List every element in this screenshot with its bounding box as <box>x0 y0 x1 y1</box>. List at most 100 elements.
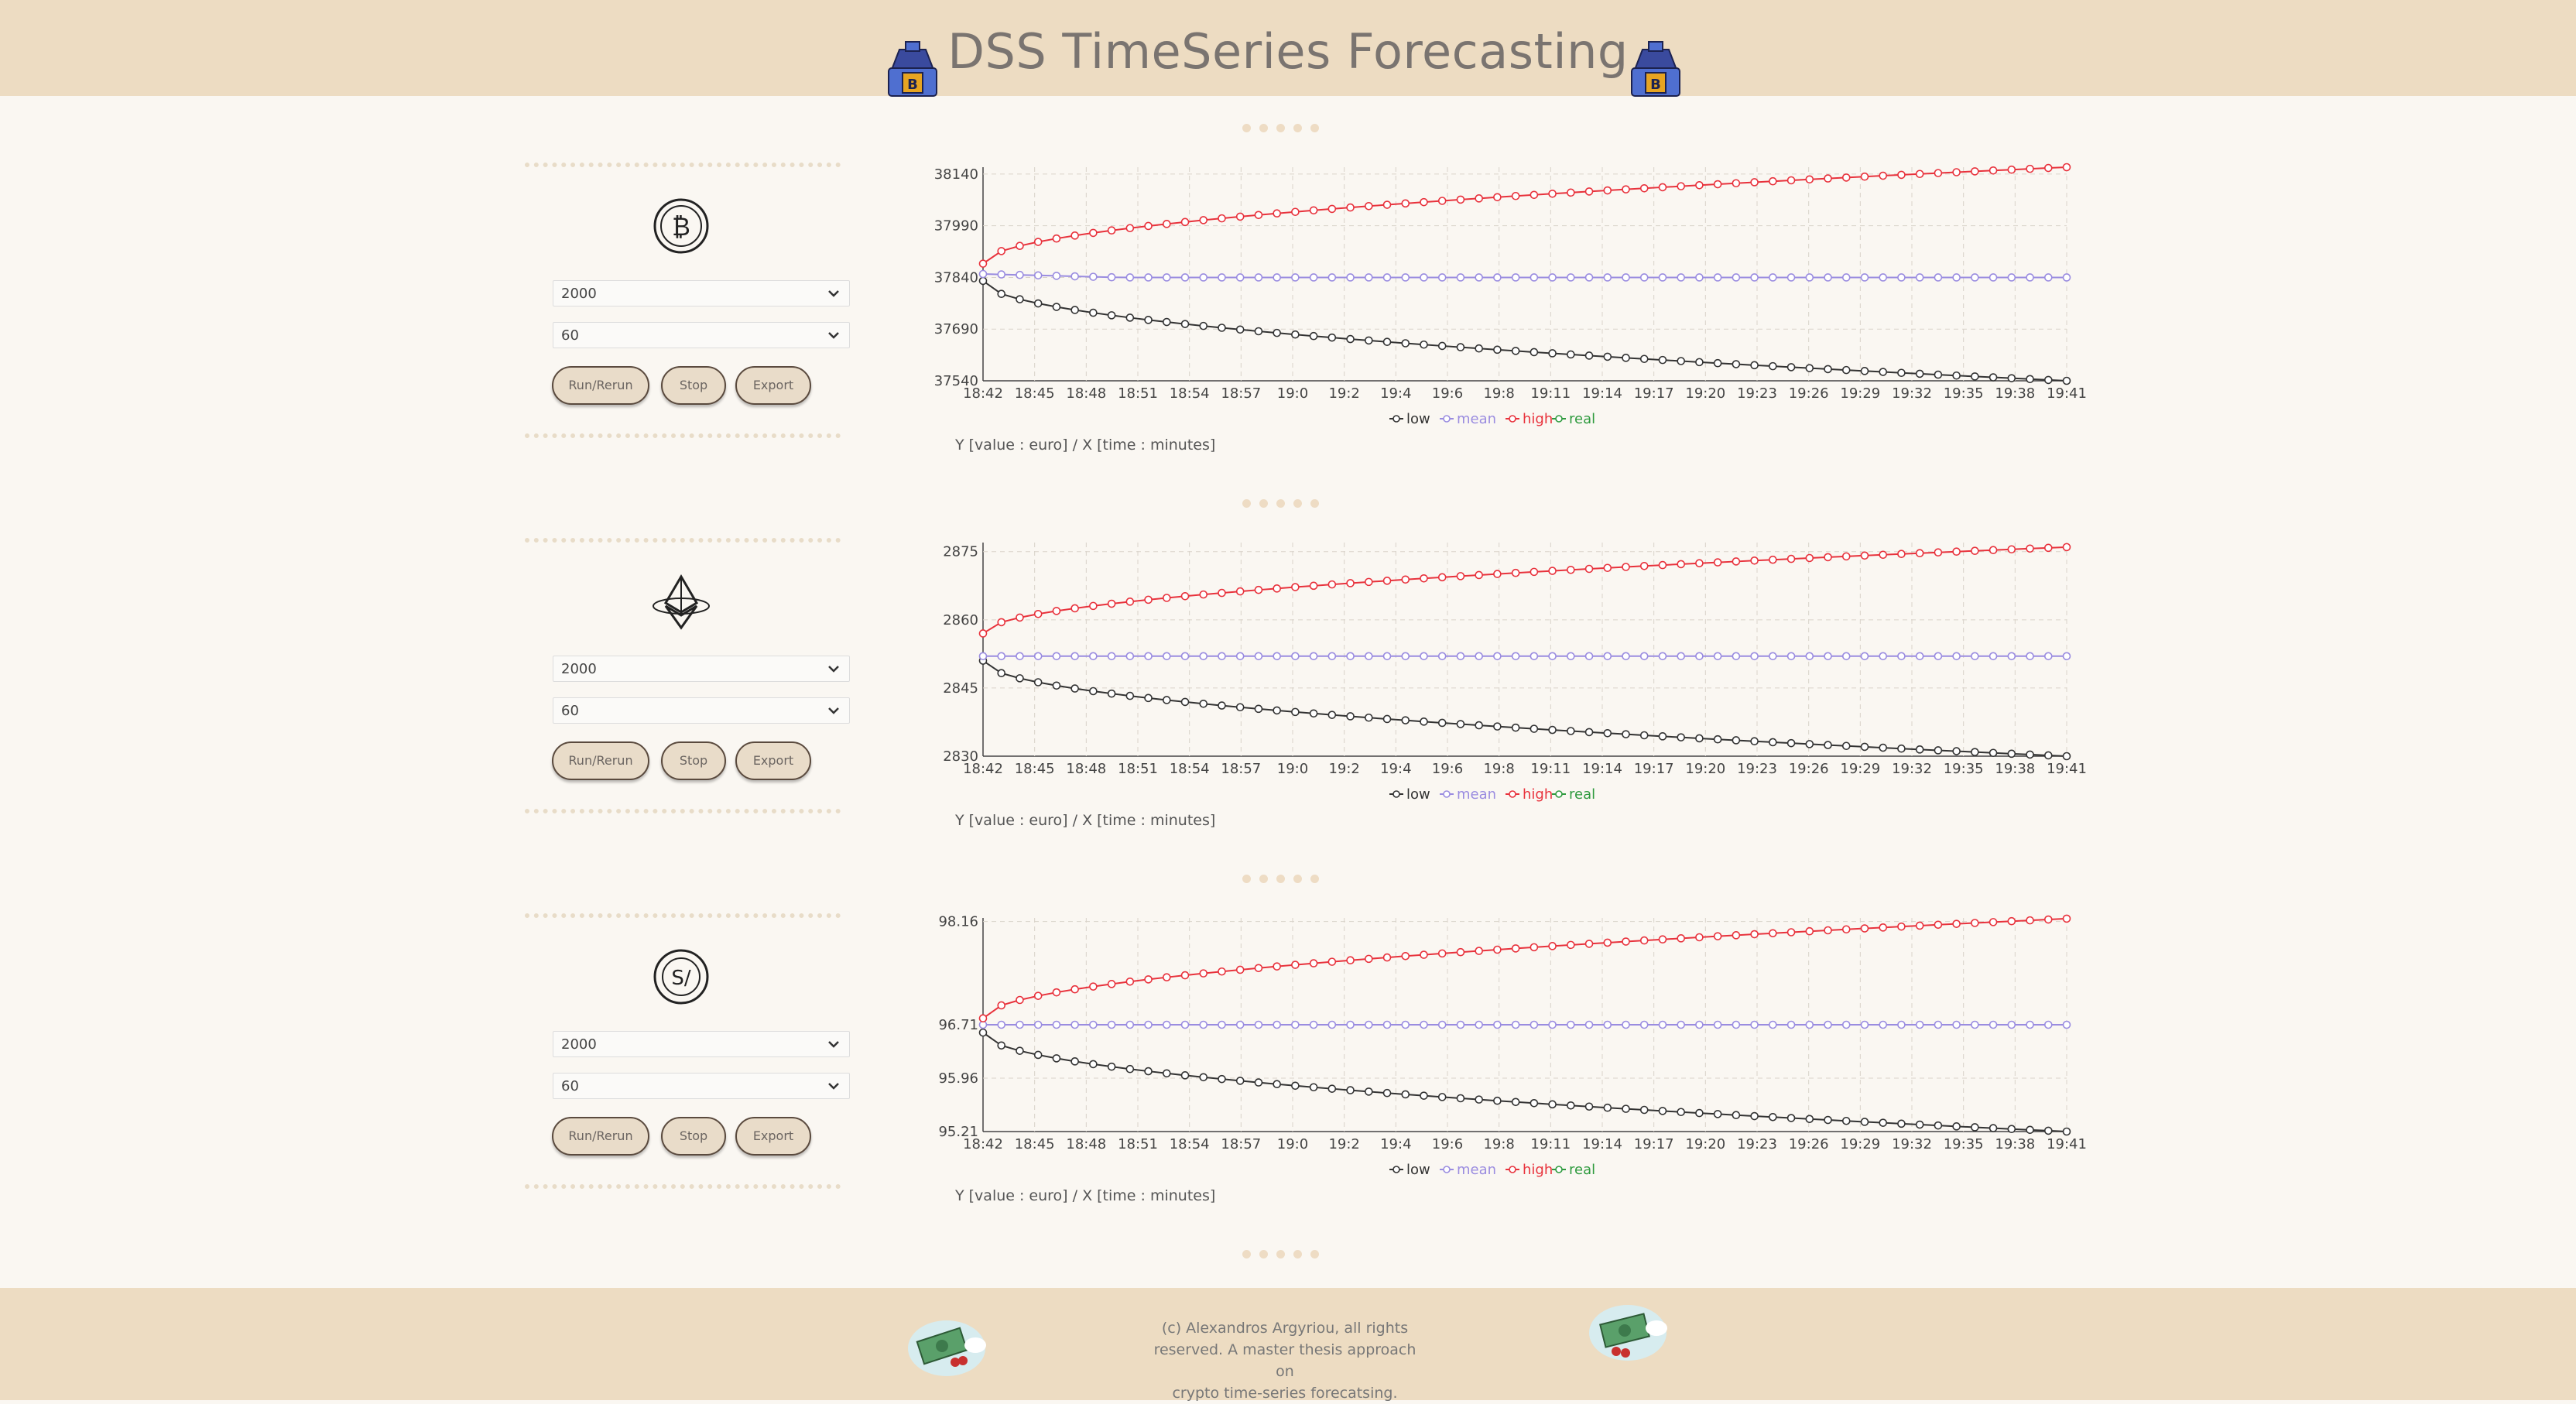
data-point-high <box>1456 195 1465 204</box>
data-point-mean <box>1235 652 1245 661</box>
export-button[interactable]: Export <box>735 366 811 405</box>
interval-select[interactable]: 60 <box>553 1073 850 1099</box>
data-point-mean <box>1989 1020 1998 1029</box>
svg-text:₿: ₿ <box>672 212 690 241</box>
data-point-low <box>1144 316 1153 324</box>
data-point-low <box>1860 742 1869 752</box>
section-divider-dots <box>1242 124 1327 135</box>
data-point-mean <box>1732 1020 1741 1029</box>
data-point-mean <box>1420 273 1428 282</box>
x-tick-label: 18:42 <box>963 761 1003 777</box>
data-point-low <box>1033 299 1043 308</box>
data-point-low <box>1125 1064 1135 1074</box>
data-point-low <box>2062 1127 2071 1136</box>
data-point-high <box>2062 163 2071 172</box>
run-rerun-button[interactable]: Run/Rerun <box>552 741 649 780</box>
data-point-mean <box>1218 273 1226 282</box>
section-divider-dots <box>1242 875 1327 885</box>
data-point-high <box>1989 166 1998 175</box>
legend-item-low: low <box>1389 786 1430 803</box>
data-point-low <box>1603 728 1612 738</box>
data-point-high <box>1309 581 1318 591</box>
data-point-low <box>1989 1124 1998 1132</box>
data-point-mean <box>1199 652 1208 661</box>
stop-button[interactable]: Stop <box>661 366 726 405</box>
x-tick-label: 19:38 <box>1995 1136 2035 1152</box>
x-tick-label: 19:26 <box>1789 385 1829 402</box>
data-point-low <box>1713 358 1722 368</box>
data-point-mean <box>1658 273 1667 282</box>
data-point-mean <box>1695 1020 1704 1029</box>
x-tick-label: 19:4 <box>1380 761 1411 777</box>
data-point-low <box>1016 674 1024 683</box>
stop-button[interactable]: Stop <box>661 1117 726 1156</box>
data-point-low <box>1475 344 1483 353</box>
data-point-low <box>2043 751 2053 760</box>
data-point-high <box>1437 197 1447 205</box>
x-tick-label: 19:35 <box>1944 761 1984 777</box>
data-point-high <box>1805 553 1814 563</box>
data-point-low <box>1548 349 1557 358</box>
data-point-mean <box>1603 1020 1612 1029</box>
export-button[interactable]: Export <box>735 741 811 780</box>
data-point-low <box>1511 347 1520 355</box>
legend-swatch-marker <box>1509 415 1516 423</box>
x-tick-label: 18:45 <box>1015 1136 1055 1152</box>
stop-button[interactable]: Stop <box>661 741 726 780</box>
data-point-low <box>1107 689 1116 698</box>
data-point-low <box>1107 1062 1116 1071</box>
data-point-high <box>1952 919 1961 928</box>
interval-value: 60 <box>561 703 579 719</box>
data-point-low <box>1437 718 1447 728</box>
legend-label: real <box>1569 786 1595 803</box>
forecast-panel: S/ 2000 60 Run/Rerun Stop Export 18:42 18… <box>0 902 2576 1278</box>
data-point-high <box>1089 601 1098 611</box>
data-point-high <box>1989 918 1998 926</box>
data-point-low <box>1070 1057 1079 1066</box>
data-point-low <box>1199 699 1208 708</box>
data-point-mean <box>1254 652 1263 661</box>
data-point-mean <box>1291 273 1300 282</box>
legend-label: low <box>1406 786 1430 803</box>
data-point-mean <box>1841 1020 1851 1029</box>
data-point-high <box>1346 203 1355 212</box>
data-point-high <box>1327 957 1337 966</box>
data-point-low <box>1971 1123 1979 1132</box>
data-point-high <box>978 629 988 638</box>
data-point-low <box>1420 717 1428 726</box>
export-button[interactable]: Export <box>735 1117 811 1156</box>
data-point-high <box>1695 559 1704 568</box>
interval-select[interactable]: 60 <box>553 322 850 348</box>
data-point-mean <box>1841 273 1851 282</box>
legend-swatch-marker <box>1509 1166 1516 1173</box>
data-point-high <box>1658 935 1667 944</box>
data-point-low <box>1273 328 1281 337</box>
data-point-low <box>1786 738 1796 748</box>
data-point-high <box>1456 947 1465 957</box>
x-tick-label: 19:0 <box>1277 385 1308 402</box>
run-rerun-button[interactable]: Run/Rerun <box>552 1117 649 1156</box>
data-point-low <box>1309 331 1318 341</box>
dataset-size-select[interactable]: 2000 <box>553 1031 850 1057</box>
data-point-mean <box>1603 273 1612 282</box>
interval-select[interactable]: 60 <box>553 697 850 724</box>
data-point-mean <box>1273 273 1281 282</box>
data-point-mean <box>1327 1020 1337 1029</box>
dataset-size-select[interactable]: 2000 <box>553 280 850 306</box>
data-point-high <box>1805 926 1814 936</box>
data-point-mean <box>2043 1020 2053 1029</box>
dataset-size-select[interactable]: 2000 <box>553 656 850 682</box>
legend-swatch-marker <box>1509 790 1516 798</box>
data-point-mean <box>1493 1020 1502 1029</box>
run-rerun-button[interactable]: Run/Rerun <box>552 366 649 405</box>
data-point-mean <box>1089 1020 1098 1029</box>
data-point-mean <box>1327 273 1337 282</box>
data-point-high <box>1144 221 1153 231</box>
data-point-mean <box>1769 1020 1777 1029</box>
x-tick-label: 19:2 <box>1328 1136 1359 1152</box>
data-point-low <box>1052 681 1061 690</box>
x-tick-label: 19:20 <box>1685 1136 1725 1152</box>
data-point-high <box>2007 916 2016 926</box>
data-point-low <box>1456 343 1465 351</box>
data-point-high <box>1841 173 1851 182</box>
